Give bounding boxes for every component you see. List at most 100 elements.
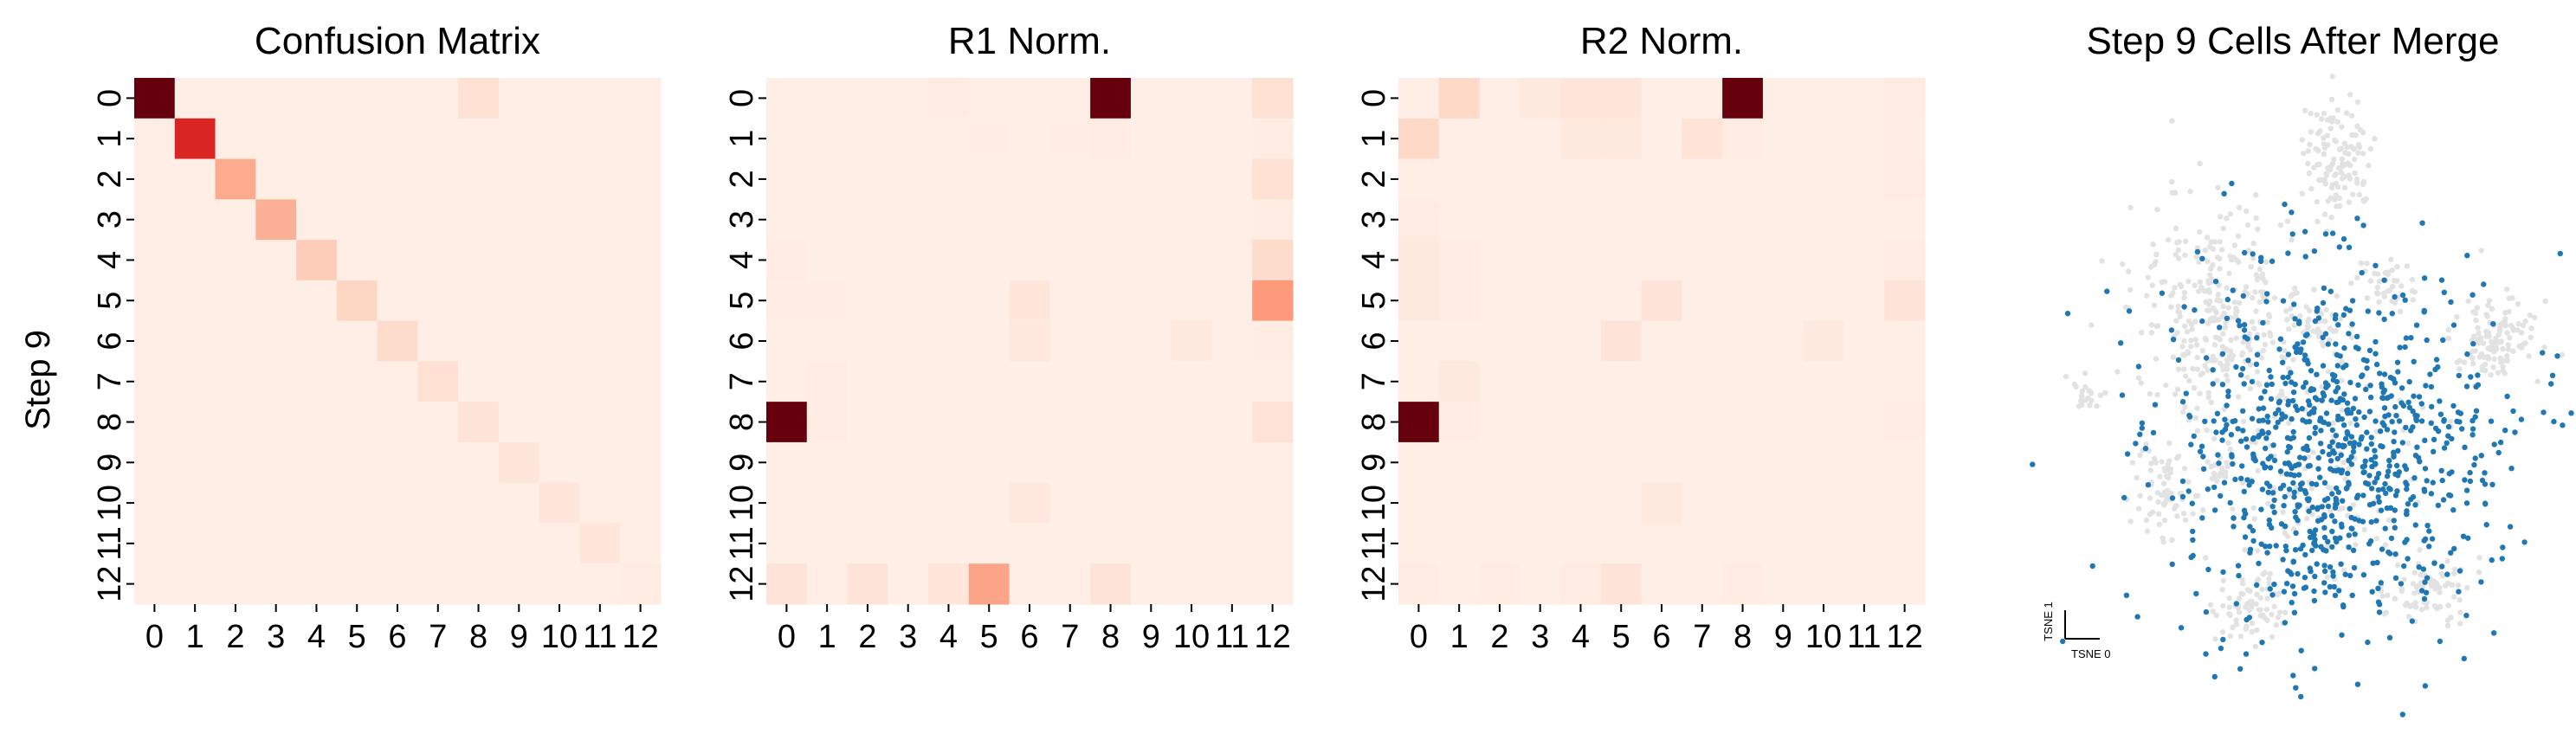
scatter-point [2237,372,2244,378]
heatmap-cell [1049,402,1091,443]
scatter-point [2356,144,2363,151]
scatter-point [2354,216,2360,222]
scatter-point [2398,283,2405,289]
scatter-point [2364,429,2370,435]
heatmap-cell [766,361,808,402]
heatmap-cell [1762,482,1804,525]
scatter-point [2308,480,2315,486]
scatter-point [2295,461,2302,467]
scatter-point [2240,418,2247,424]
scatter-point [2442,582,2449,589]
x-tick-label: 9 [510,619,528,655]
scatter-point [2313,481,2320,487]
scatter-point [2263,259,2269,265]
heatmap-cell [1009,563,1050,605]
heatmap-cell [1398,320,1440,362]
scatter-point [2264,595,2270,602]
scatter-point [2198,284,2205,291]
y-tick-label: 1 [1356,130,1392,148]
scatter-point [2308,185,2315,192]
heatmap-cell [579,280,621,322]
scatter-point [2287,570,2293,576]
scatter-point [2373,536,2380,542]
heatmap-cell [1803,118,1845,160]
heatmap-cell [215,158,256,200]
scatter-point [2495,370,2501,376]
scatter-point [2175,247,2181,254]
scatter-point [2327,325,2334,331]
scatter-point [2161,502,2167,508]
scatter-point [2163,383,2169,389]
scatter-point [2263,299,2269,305]
scatter-point [2489,557,2495,563]
x-tick-label: 12 [622,619,658,655]
heatmap-cell [1682,402,1723,443]
heatmap-cell [1398,78,1440,119]
scatter-point [2484,313,2490,319]
scatter-point [2424,575,2431,581]
scatter-point [2173,503,2179,509]
heatmap-cell [174,361,216,402]
scatter-point [2247,385,2253,392]
heatmap-cell [255,118,297,160]
scatter-point [2351,564,2358,571]
heatmap-cell [498,320,540,362]
heatmap-cell [458,523,500,564]
scatter-point [2224,216,2230,222]
scatter-point [2409,276,2416,283]
heatmap-cell [968,280,1010,322]
heatmap-cell [215,199,256,241]
scatter-point [2463,383,2470,389]
scatter-point [2236,572,2242,579]
heatmap-cell [377,482,418,525]
heatmap-cell [1171,240,1213,281]
scatter-point [2291,609,2298,615]
scatter-point [2238,590,2244,597]
scatter-point [2271,509,2277,516]
scatter-point [2393,413,2399,419]
scatter-point [2248,263,2254,270]
scatter-point [2256,266,2263,273]
scatter-point [2236,259,2242,265]
scatter-point [2416,394,2423,400]
heatmap-cell [806,158,849,200]
scatter-point [2478,453,2484,459]
scatter-point [2376,310,2382,316]
scatter-point [2431,436,2437,442]
scatter-point [2302,107,2308,113]
heatmap-cell [847,361,888,402]
heatmap-cell [1479,118,1520,160]
scatter-point [2244,222,2251,228]
scatter-point [2276,398,2282,404]
scatter-point [2473,383,2479,389]
scatter-point [2428,420,2434,426]
scatter-point [2404,600,2410,607]
scatter-point [2263,544,2269,550]
scatter-point [2350,191,2356,197]
scatter-point [2321,580,2327,586]
scatter-point [2263,382,2270,388]
scatter-point [2506,295,2513,301]
scatter-point [2373,290,2380,296]
scatter-point [2099,258,2105,264]
scatter-point [2337,535,2343,541]
scatter-point [2238,438,2244,444]
scatter-point [2172,285,2178,291]
scatter-point [2380,486,2386,492]
scatter-point [2421,309,2427,315]
heatmap-cell [928,118,970,160]
scatter-point [2415,454,2422,460]
heatmap-cell [1762,78,1804,119]
heatmap-cell [1884,523,1926,564]
heatmap-cell [458,78,500,119]
scatter-point [2489,343,2495,349]
scatter-point [2424,523,2431,529]
scatter-point [2181,289,2188,296]
heatmap-cell [134,523,176,564]
scatter-point [2308,110,2314,117]
scatter-point [2306,418,2313,425]
x-tick-label: 3 [899,619,917,655]
scatter-point [2393,278,2400,284]
scatter-point [2300,417,2306,423]
heatmap-cell [255,280,297,322]
